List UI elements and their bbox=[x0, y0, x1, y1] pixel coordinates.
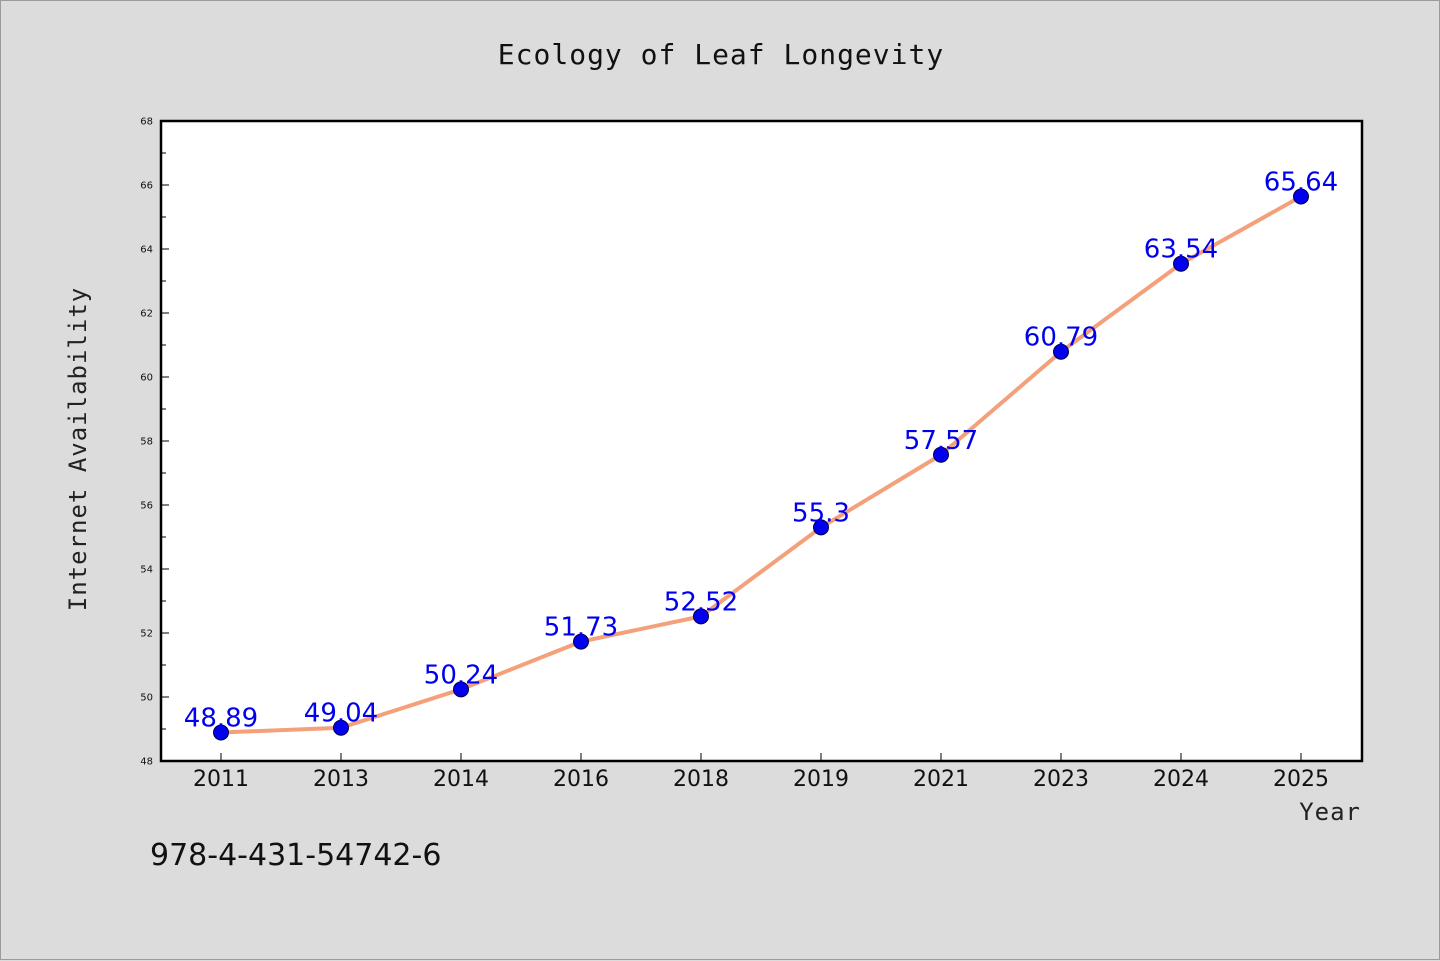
x-tick-label: 2024 bbox=[1153, 767, 1209, 792]
x-tick-label: 2025 bbox=[1273, 767, 1329, 792]
data-point bbox=[1053, 343, 1069, 360]
y-tick-label: 50 bbox=[140, 693, 153, 704]
y-axis-label: Internet Availability bbox=[64, 287, 92, 611]
y-tick-label: 56 bbox=[140, 501, 153, 512]
data-label: 52.52 bbox=[664, 587, 738, 617]
data-point bbox=[1293, 188, 1309, 205]
data-label: 51.73 bbox=[544, 613, 618, 643]
series-line bbox=[219, 194, 1303, 735]
data-label: 49.04 bbox=[304, 699, 378, 729]
x-tick-label: 2021 bbox=[913, 767, 969, 792]
x-axis: 2011 2013 2014 2016 2018 2019 2021 2023 2024 2025 bbox=[193, 753, 1329, 792]
data-point bbox=[213, 724, 229, 741]
y-tick-label: 48 bbox=[140, 757, 153, 768]
data-point bbox=[813, 519, 829, 536]
data-label: 65.64 bbox=[1264, 168, 1338, 198]
x-tick-label: 2011 bbox=[193, 767, 249, 792]
data-label: 63.54 bbox=[1144, 235, 1218, 265]
data-point bbox=[573, 633, 589, 650]
y-tick-label: 60 bbox=[140, 373, 153, 384]
y-tick-label: 62 bbox=[140, 309, 153, 320]
x-tick-label: 2016 bbox=[553, 767, 609, 792]
isbn-footnote: 978-4-431-54742-6 bbox=[150, 838, 441, 873]
data-label: 55.3 bbox=[792, 498, 850, 528]
y-tick-label: 66 bbox=[140, 181, 153, 192]
data-label: 50.24 bbox=[424, 660, 498, 690]
y-tick-label: 58 bbox=[140, 437, 153, 448]
data-point bbox=[333, 719, 349, 736]
x-tick-label: 2019 bbox=[793, 767, 849, 792]
data-point bbox=[453, 681, 469, 698]
plot-area bbox=[161, 121, 1362, 761]
y-axis: 48 50 52 54 56 58 60 62 64 66 68 bbox=[140, 117, 169, 768]
y-tick-label: 54 bbox=[140, 565, 153, 576]
x-tick-label: 2014 bbox=[433, 767, 489, 792]
x-axis-label: Year bbox=[1299, 798, 1361, 826]
data-point bbox=[693, 608, 709, 625]
plot-frame bbox=[159, 119, 1364, 763]
x-tick-label: 2013 bbox=[313, 767, 369, 792]
series-layer: 48.89 49.04 50.24 51.73 52.52 55.3 57.57 60.79 6… bbox=[184, 168, 1338, 741]
x-tick-label: 2018 bbox=[673, 767, 729, 792]
chart-title: Ecology of Leaf Longevity bbox=[498, 38, 944, 71]
x-tick-label: 2023 bbox=[1033, 767, 1089, 792]
y-tick-label: 52 bbox=[140, 629, 153, 640]
data-point bbox=[933, 446, 949, 463]
y-tick-label: 68 bbox=[140, 117, 153, 128]
data-label: 57.57 bbox=[904, 426, 978, 456]
data-label: 48.89 bbox=[184, 704, 258, 734]
y-tick-label: 64 bbox=[140, 245, 153, 256]
data-label: 60.79 bbox=[1024, 323, 1098, 353]
data-point bbox=[1173, 255, 1189, 272]
